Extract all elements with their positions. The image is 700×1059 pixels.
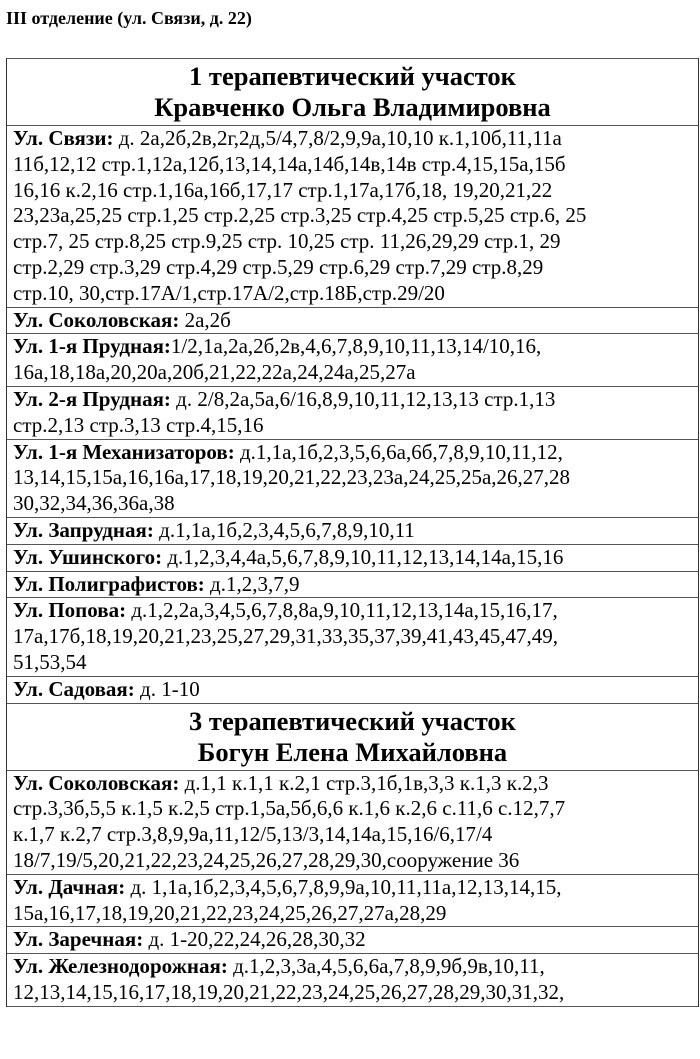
street-row: Ул. 1-я Механизаторов: д.1,1а,1б,2,3,5,6…	[7, 440, 698, 518]
address-line: 23,23а,25,25 стр.1,25 стр.2,25 стр.3,25 …	[13, 203, 698, 229]
doctor-name: Кравченко Ольга Владимировна	[154, 92, 551, 122]
street-row: Ул. Попова: д.1,2,2а,3,4,5,6,7,8,8а,9,10…	[7, 598, 698, 677]
street-name: Ул. Связи:	[13, 126, 114, 150]
street-name: Ул. 2-я Прудная:	[13, 386, 171, 411]
street-name: Ул. Запрудная:	[13, 517, 154, 542]
address-line: 30,32,34,36,36а,38	[13, 491, 698, 517]
house-numbers: стр.10, 30,стр.17А/1,стр.17А/2,стр.18Б,с…	[13, 280, 445, 305]
street-row: Ул. 1-я Прудная:1/2,1а,2а,2б,2в,4,6,7,8,…	[7, 334, 698, 387]
address-line: 12,13,14,15,16,17,18,19,20,21,22,23,24,2…	[13, 980, 698, 1006]
address-line: Ул. Связи: д. 2а,2б,2в,2г,2д,5/4,7,8/2,9…	[13, 126, 698, 152]
house-numbers: 30,32,34,36,36а,38	[13, 491, 175, 516]
section-title: 3 терапевтический участок	[189, 705, 516, 736]
address-line: Ул. Соколовская: д.1,1 к.1,1 к.2,1 стр.3…	[13, 771, 698, 797]
address-line: Ул. 1-я Механизаторов: д.1,1а,1б,2,3,5,6…	[13, 440, 698, 466]
house-numbers: д.1,1а,1б,2,3,4,5,6,7,8,9,10,11	[153, 517, 415, 542]
street-name: Ул. Полиграфистов:	[13, 571, 205, 596]
street-row: Ул. Связи: д. 2а,2б,2в,2г,2д,5/4,7,8/2,9…	[7, 126, 698, 308]
house-numbers: стр.3,3б,5,5 к.1,5 к.2,5 стр.1,5а,5б,6,6…	[13, 796, 566, 821]
house-numbers: 15а,16,17,18,19,20,21,22,23,24,25,26,27,…	[13, 900, 447, 925]
house-numbers: стр.2,29 стр.3,29 стр.4,29 стр.5,29 стр.…	[13, 254, 544, 279]
address-line: стр.7, 25 стр.8,25 стр.9,25 стр. 10,25 с…	[13, 229, 698, 255]
street-row: Ул. Заречная: д. 1-20,22,24,26,28,30,32	[7, 927, 698, 955]
house-numbers: к.1,7 к.2,7 стр.3,8,9,9а,11,12/5,13/3,14…	[13, 822, 493, 847]
house-numbers: д.1,2,3,4,4а,5,6,7,8,9,10,11,12,13,14,14…	[162, 544, 564, 569]
address-line: Ул. 2-я Прудная: д. 2/8,2а,5а,6/16,8,9,1…	[13, 387, 698, 413]
address-line: 15а,16,17,18,19,20,21,22,23,24,25,26,27,…	[13, 901, 698, 927]
street-row: Ул. Ушинского: д.1,2,3,4,4а,5,6,7,8,9,10…	[7, 545, 698, 572]
house-numbers: д. 2/8,2а,5а,6/16,8,9,10,11,12,13,13 стр…	[170, 386, 556, 411]
house-numbers: 16а,18,18а,20,20а,20б,21,22,22а,24,24а,2…	[13, 360, 416, 385]
address-line: 16а,18,18а,20,20а,20б,21,22,22а,24,24а,2…	[13, 360, 698, 386]
street-name: Ул. Попова:	[13, 598, 127, 623]
section-title: 1 терапевтический участок	[189, 61, 516, 91]
house-numbers: д. 1,1а,1б,2,3,4,5,6,7,8,9,9а,10,11,11а,…	[125, 874, 562, 899]
address-line: Ул. Железнодорожная: д.1,2,3,3а,4,5,6,6а…	[13, 954, 698, 980]
house-numbers: 16,16 к.2,16 стр.1,16а,16б,17,17 стр.1,1…	[13, 177, 553, 202]
address-line: к.1,7 к.2,7 стр.3,8,9,9а,11,12/5,13/3,14…	[13, 822, 698, 848]
address-line: Ул. Запрудная: д.1,1а,1б,2,3,4,5,6,7,8,9…	[13, 518, 698, 544]
street-row: Ул. Полиграфистов: д.1,2,3,7,9	[7, 572, 698, 599]
house-numbers: д. 1-10	[134, 676, 200, 701]
house-numbers: д. 1-20,22,24,26,28,30,32	[143, 927, 366, 952]
street-name: Ул. Дачная:	[13, 874, 126, 899]
house-numbers: 1/2,1а,2а,2б,2в,4,6,7,8,9,10,11,13,14/10…	[170, 334, 542, 359]
house-numbers: 17а,17б,18,19,20,21,23,25,27,29,31,33,35…	[13, 624, 559, 649]
house-numbers: 2а,2б	[179, 307, 231, 332]
address-line: стр.3,3б,5,5 к.1,5 к.2,5 стр.1,5а,5б,6,6…	[13, 796, 698, 822]
street-row: Ул. Соколовская: 2а,2б	[7, 308, 698, 335]
house-numbers: стр.2,13 стр.3,13 стр.4,15,16	[13, 412, 264, 437]
address-line: Ул. Заречная: д. 1-20,22,24,26,28,30,32	[13, 927, 698, 953]
house-numbers: д.1,1 к.1,1 к.2,1 стр.3,1б,1в,3,3 к.1,3 …	[179, 770, 549, 795]
house-numbers: д.1,2,3,7,9	[204, 571, 300, 596]
address-line: Ул. Ушинского: д.1,2,3,4,4а,5,6,7,8,9,10…	[13, 545, 698, 571]
address-line: 11б,12,12 стр.1,12а,12б,13,14,14а,14б,14…	[13, 152, 698, 178]
street-row: Ул. Соколовская: д.1,1 к.1,1 к.2,1 стр.3…	[7, 771, 698, 875]
house-numbers: стр.7, 25 стр.8,25 стр.9,25 стр. 10,25 с…	[13, 229, 561, 254]
street-name: Ул. Садовая:	[13, 676, 135, 701]
house-numbers: д.1,2,2а,3,4,5,6,7,8,8а,9,10,11,12,13,14…	[126, 598, 558, 623]
department-heading: III отделение (ул. Связи, д. 22)	[6, 8, 252, 28]
street-name: Ул. Соколовская:	[13, 770, 180, 795]
address-line: 13,14,15,15а,16,16а,17,18,19,20,21,22,23…	[13, 465, 698, 491]
house-numbers: д. 2а,2б,2в,2г,2д,5/4,7,8/2,9,9а,10,10 к…	[113, 126, 562, 150]
house-numbers: 11б,12,12 стр.1,12а,12б,13,14,14а,14б,14…	[13, 151, 566, 176]
address-line: 18/7,19/5,20,21,22,23,24,25,26,27,28,29,…	[13, 848, 698, 874]
address-line: Ул. Дачная: д. 1,1а,1б,2,3,4,5,6,7,8,9,9…	[13, 875, 698, 901]
house-numbers: д.1,1а,1б,2,3,5,6,6а,6б,7,8,9,10,11,12,	[234, 439, 563, 464]
district-table: 1 терапевтический участок Кравченко Ольга…	[6, 58, 699, 1007]
address-line: Ул. Попова: д.1,2,2а,3,4,5,6,7,8,8а,9,10…	[13, 598, 698, 624]
street-row: Ул. Садовая: д. 1-10	[7, 677, 698, 704]
address-line: Ул. Садовая: д. 1-10	[13, 677, 698, 703]
doctor-name: Богун Елена Михайловна	[197, 736, 508, 767]
house-numbers: 51,53,54	[13, 649, 87, 674]
street-name: Ул. Заречная:	[13, 927, 144, 952]
address-line: стр.2,13 стр.3,13 стр.4,15,16	[13, 413, 698, 439]
address-line: Ул. Полиграфистов: д.1,2,3,7,9	[13, 572, 698, 598]
street-name: Ул. Ушинского:	[13, 544, 163, 569]
street-row: Ул. Железнодорожная: д.1,2,3,3а,4,5,6,6а…	[7, 954, 698, 1007]
house-numbers: 18/7,19/5,20,21,22,23,24,25,26,27,28,29,…	[13, 847, 520, 872]
address-line: стр.2,29 стр.3,29 стр.4,29 стр.5,29 стр.…	[13, 255, 698, 281]
house-numbers: д.1,2,3,3а,4,5,6,6а,7,8,9,9б,9в,10,11,	[227, 954, 545, 979]
address-line: 51,53,54	[13, 650, 698, 676]
street-name: Ул. 1-я Прудная:	[13, 334, 171, 359]
section-header: 1 терапевтический участок Кравченко Ольга…	[7, 59, 698, 126]
address-line: Ул. Соколовская: 2а,2б	[13, 308, 698, 334]
street-name: Ул. Соколовская:	[13, 307, 180, 332]
street-row: Ул. Запрудная: д.1,1а,1б,2,3,4,5,6,7,8,9…	[7, 518, 698, 545]
address-line: 17а,17б,18,19,20,21,23,25,27,29,31,33,35…	[13, 624, 698, 650]
section-header: 3 терапевтический участок Богун Елена Мих…	[7, 704, 698, 771]
street-name: Ул. Железнодорожная:	[13, 954, 228, 979]
street-name: Ул. 1-я Механизаторов:	[13, 439, 235, 464]
street-row: Ул. Дачная: д. 1,1а,1б,2,3,4,5,6,7,8,9,9…	[7, 875, 698, 928]
house-numbers: 12,13,14,15,16,17,18,19,20,21,22,23,24,2…	[13, 979, 565, 1004]
address-line: Ул. 1-я Прудная:1/2,1а,2а,2б,2в,4,6,7,8,…	[13, 334, 698, 360]
house-numbers: 23,23а,25,25 стр.1,25 стр.2,25 стр.3,25 …	[13, 203, 587, 228]
address-line: стр.10, 30,стр.17А/1,стр.17А/2,стр.18Б,с…	[13, 281, 698, 307]
street-row: Ул. 2-я Прудная: д. 2/8,2а,5а,6/16,8,9,1…	[7, 387, 698, 440]
address-line: 16,16 к.2,16 стр.1,16а,16б,17,17 стр.1,1…	[13, 178, 698, 204]
house-numbers: 13,14,15,15а,16,16а,17,18,19,20,21,22,23…	[13, 465, 571, 490]
